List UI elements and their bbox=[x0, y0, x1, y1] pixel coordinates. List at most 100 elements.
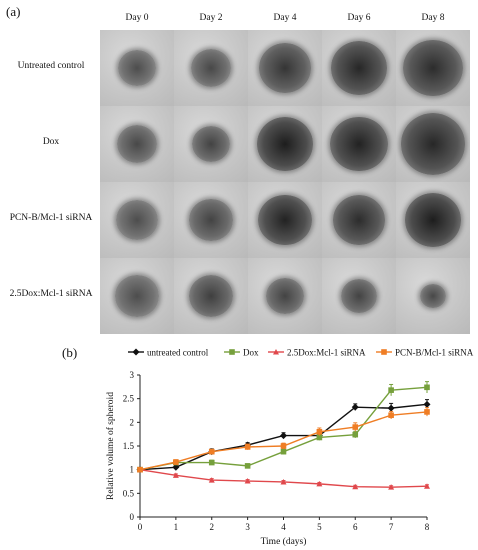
spheroid-image bbox=[100, 30, 174, 106]
spheroid bbox=[256, 117, 314, 171]
data-point bbox=[351, 403, 359, 411]
x-tick-label: 5 bbox=[317, 522, 322, 532]
spheroid bbox=[118, 50, 156, 86]
x-tick-label: 3 bbox=[245, 522, 250, 532]
day-header: Day 4 bbox=[273, 13, 297, 23]
spheroid bbox=[330, 41, 388, 95]
legend-label: Dox bbox=[243, 348, 259, 358]
spheroid-image bbox=[322, 182, 396, 258]
spheroid bbox=[400, 113, 466, 175]
data-point bbox=[280, 443, 287, 449]
spheroid-image bbox=[174, 30, 248, 106]
data-point bbox=[352, 483, 359, 490]
data-point bbox=[387, 404, 395, 412]
data-point bbox=[352, 431, 359, 438]
spheroid-image bbox=[100, 182, 174, 258]
y-tick-label: 0 bbox=[130, 512, 135, 522]
spheroid-image bbox=[248, 258, 322, 334]
y-tick-label: 0.5 bbox=[123, 488, 135, 498]
spheroid bbox=[188, 274, 234, 318]
day-header: Day 6 bbox=[347, 13, 371, 23]
legend-marker bbox=[229, 349, 235, 355]
spheroid-image bbox=[174, 258, 248, 334]
series-line bbox=[139, 468, 428, 488]
data-point bbox=[172, 472, 179, 478]
data-point bbox=[424, 384, 430, 391]
x-tick-label: 6 bbox=[353, 522, 358, 532]
spheroid-image bbox=[322, 258, 396, 334]
spheroid bbox=[330, 116, 388, 172]
data-point bbox=[424, 483, 430, 489]
x-tick-label: 8 bbox=[425, 522, 430, 532]
data-point bbox=[388, 387, 394, 393]
panel-a-label: (a) bbox=[6, 4, 21, 19]
spheroid-image bbox=[322, 30, 396, 106]
data-point bbox=[244, 444, 251, 450]
day-header: Day 0 bbox=[125, 13, 149, 23]
data-point bbox=[208, 448, 215, 455]
data-point bbox=[424, 409, 430, 415]
x-tick-label: 4 bbox=[281, 522, 286, 532]
data-point bbox=[352, 424, 359, 430]
spheroid bbox=[266, 278, 304, 314]
spheroid bbox=[259, 43, 311, 93]
spheroid bbox=[258, 194, 312, 246]
row-label: 2.5Dox:Mcl-1 siRNA bbox=[9, 289, 93, 299]
y-axis-label: Relative volume of spheroid bbox=[105, 392, 116, 500]
y-tick-label: 3 bbox=[130, 370, 135, 380]
x-tick-label: 2 bbox=[210, 522, 215, 532]
spheroid bbox=[116, 124, 158, 164]
data-point bbox=[388, 484, 395, 490]
spheroid-image bbox=[396, 258, 470, 334]
legend-label: 2.5Dox:Mcl-1 siRNA bbox=[287, 348, 366, 358]
spheroid bbox=[115, 275, 159, 317]
x-tick-label: 1 bbox=[174, 522, 179, 532]
y-tick-label: 1.5 bbox=[123, 441, 135, 451]
y-tick-label: 1 bbox=[130, 465, 135, 475]
data-point bbox=[316, 480, 323, 487]
spheroid-image bbox=[248, 30, 322, 106]
data-point bbox=[244, 478, 251, 484]
legend-label: untreated control bbox=[147, 348, 209, 358]
data-point bbox=[316, 434, 323, 441]
y-tick-label: 2.5 bbox=[123, 394, 135, 404]
x-tick-label: 7 bbox=[389, 522, 394, 532]
data-point bbox=[172, 463, 180, 471]
x-tick-label: 0 bbox=[138, 522, 143, 532]
legend-marker bbox=[273, 349, 279, 355]
legend-marker bbox=[381, 349, 387, 355]
data-point bbox=[316, 429, 323, 435]
spheroid-image bbox=[174, 182, 248, 258]
legend-label: PCN-B/Mcl-1 siRNA bbox=[395, 348, 474, 358]
spheroid-image bbox=[322, 106, 396, 182]
spheroid-image bbox=[100, 258, 174, 334]
spheroid-image bbox=[174, 106, 248, 182]
spheroid bbox=[190, 48, 232, 88]
legend-marker bbox=[132, 348, 140, 356]
row-label: Dox bbox=[42, 137, 60, 147]
data-point bbox=[280, 478, 287, 485]
spheroid bbox=[404, 193, 462, 247]
spheroid bbox=[341, 278, 377, 314]
line-chart: 0 1 2 3 4 5 6 7 8 0 0.5 1 1.5 2 2.5 3 Time (days) Relativ… bbox=[105, 348, 474, 548]
spheroid-image bbox=[248, 106, 322, 182]
panel-b-label: (b) bbox=[62, 345, 78, 360]
day-header: Day 8 bbox=[421, 13, 445, 23]
data-point bbox=[244, 463, 251, 469]
spheroid bbox=[403, 39, 463, 97]
spheroid bbox=[420, 283, 446, 309]
spheroid-image bbox=[396, 106, 470, 182]
data-point bbox=[208, 459, 215, 466]
data-point bbox=[137, 466, 143, 473]
series-line bbox=[139, 386, 428, 471]
data-point bbox=[388, 412, 394, 419]
spheroid bbox=[116, 200, 158, 240]
spheroid bbox=[189, 199, 233, 241]
data-point bbox=[173, 459, 179, 465]
x-axis-label: Time (days) bbox=[261, 536, 307, 547]
row-label: PCN-B/Mcl-1 siRNA bbox=[9, 213, 93, 223]
spheroid bbox=[333, 195, 385, 245]
data-point bbox=[280, 448, 287, 455]
data-point bbox=[208, 477, 215, 483]
spheroid-image bbox=[100, 106, 174, 182]
